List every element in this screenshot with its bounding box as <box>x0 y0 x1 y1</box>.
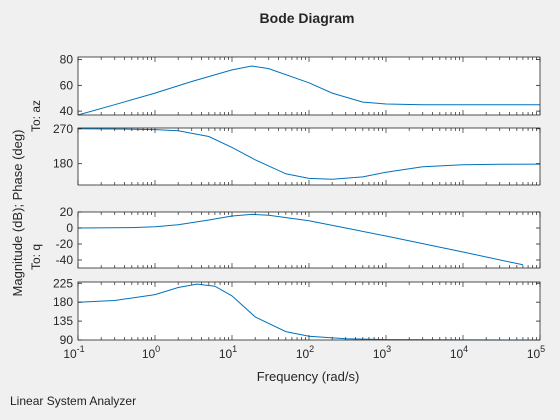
panel-az-magnitude: 40 60 80 <box>60 53 541 118</box>
x-tick-label: 102 <box>296 344 314 361</box>
y-tick-label: 40 <box>60 104 74 118</box>
y-tick-label: 180 <box>53 157 73 171</box>
y-tick-label: 225 <box>53 276 73 290</box>
x-tick-label: 105 <box>527 344 545 361</box>
series-line <box>77 213 524 266</box>
y-tick-label: 0 <box>66 221 73 235</box>
x-tick-label: 100 <box>142 344 160 361</box>
panel-frame <box>77 211 541 269</box>
panel-az-phase: 180 270 <box>53 122 541 186</box>
y-tick-label: 20 <box>60 205 74 219</box>
panel-q-magnitude: 20 0 -20 -40 <box>56 205 541 269</box>
x-tick-label: 103 <box>373 344 391 361</box>
output-label-az: To: az <box>29 100 43 132</box>
series-line <box>77 128 541 180</box>
y-tick-label: 135 <box>53 314 73 328</box>
panel-frame <box>77 127 541 186</box>
panel-frame <box>77 281 541 341</box>
x-tick-label: 10-1 <box>63 344 84 361</box>
y-axis-label: Magnitude (dB); Phase (deg) <box>10 130 25 297</box>
y-tick-label: -20 <box>56 237 74 251</box>
y-tick-label: 180 <box>53 295 73 309</box>
series-line <box>77 65 540 116</box>
x-tick-label: 104 <box>450 344 468 361</box>
y-tick-label: 90 <box>60 333 74 347</box>
y-tick-label: 80 <box>60 53 74 67</box>
series-line <box>77 283 541 341</box>
y-tick-label: -40 <box>56 253 74 267</box>
y-tick-label: 270 <box>53 122 73 136</box>
panel-background <box>78 282 540 340</box>
chart-title: Bode Diagram <box>260 10 355 26</box>
x-tick-label: 101 <box>219 344 237 361</box>
panel-background <box>78 57 540 115</box>
x-axis-label: Frequency (rad/s) <box>257 369 360 384</box>
panel-q-phase: 225 180 135 90 <box>53 276 541 347</box>
y-tick-label: 60 <box>60 78 74 92</box>
panel-frame <box>77 56 541 116</box>
x-tick-labels: 10-1 100 101 102 103 104 105 <box>63 344 545 361</box>
panel-background <box>78 128 540 185</box>
panel-background <box>78 212 540 268</box>
footer-label: Linear System Analyzer <box>10 394 137 408</box>
output-label-q: To: q <box>29 244 43 270</box>
plot-panels: 40 60 80 180 270 20 0 -20 -40 225 180 135 90 <box>53 53 541 347</box>
